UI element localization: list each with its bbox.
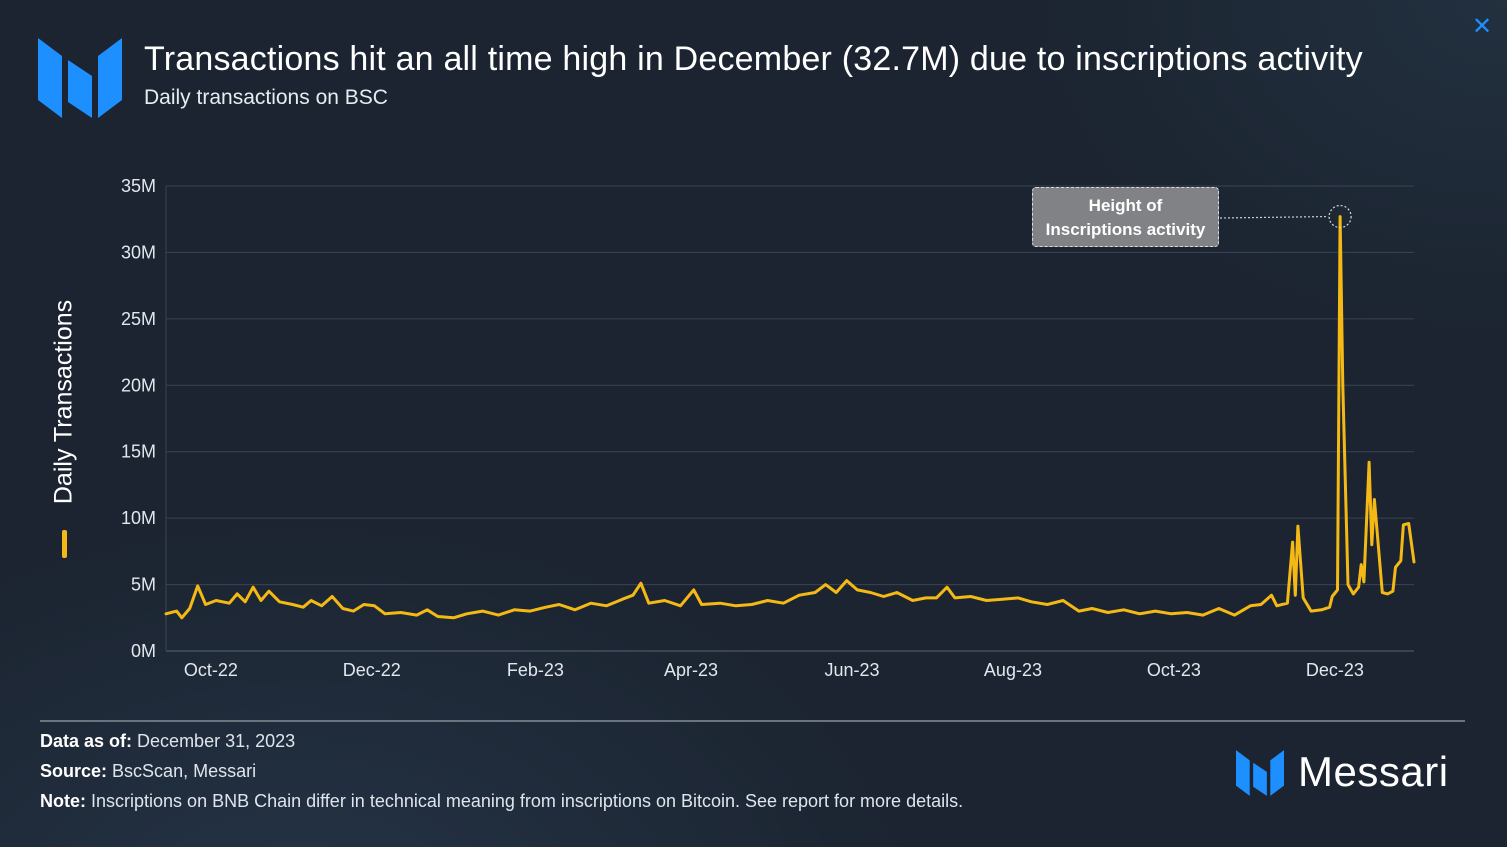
footer-note-value: Inscriptions on BNB Chain differ in tech… xyxy=(91,791,964,811)
divider xyxy=(40,720,1465,722)
y-tick-label: 5M xyxy=(131,575,156,595)
y-tick-label: 30M xyxy=(121,242,156,262)
annotation-box: Height of Inscriptions activity xyxy=(1032,187,1219,247)
y-tick-label: 20M xyxy=(121,375,156,395)
legend-swatch xyxy=(62,530,67,558)
x-tick-label: Oct-22 xyxy=(184,660,238,680)
footer-source: Source: BscScan, Messari xyxy=(40,761,256,782)
page-subtitle: Daily transactions on BSC xyxy=(144,86,388,109)
footer-note-label: Note: xyxy=(40,791,86,811)
series-line-daily-transactions xyxy=(164,215,1416,620)
footer-data-as-of-label: Data as of: xyxy=(40,731,133,751)
y-tick-label: 15M xyxy=(121,442,156,462)
footer-note: Note: Inscriptions on BNB Chain differ i… xyxy=(40,791,963,812)
footer-source-value: BscScan, Messari xyxy=(112,761,257,781)
line-chart: 0M 5M 10M 15M 20M 25M 30M 35M Oct-22 Dec-22 Feb-23… xyxy=(121,176,1416,680)
annotation-line-2: Inscriptions activity xyxy=(1045,220,1206,239)
close-icon[interactable]: ✕ xyxy=(1471,13,1493,40)
footer-source-label: Source: xyxy=(40,761,108,781)
x-tick-label: Dec-22 xyxy=(343,660,401,680)
y-tick-label: 35M xyxy=(121,176,156,196)
footer-data-as-of-value: December 31, 2023 xyxy=(137,731,296,751)
messari-logo-icon xyxy=(38,38,122,118)
messari-brand-icon xyxy=(1236,750,1284,796)
x-tick-label: Feb-23 xyxy=(507,660,564,680)
brand-logo: Messari xyxy=(1236,748,1476,800)
footer-data-as-of: Data as of: December 31, 2023 xyxy=(40,731,295,752)
annotation-connector xyxy=(1219,215,1329,219)
y-tick-label: 25M xyxy=(121,309,156,329)
x-tick-label: Apr-23 xyxy=(664,660,718,680)
x-tick-label: Jun-23 xyxy=(824,660,879,680)
y-tick-label: 10M xyxy=(121,508,156,528)
y-tick-label: 0M xyxy=(131,641,156,661)
annotation-marker xyxy=(1328,204,1352,229)
x-tick-label: Dec-23 xyxy=(1306,660,1364,680)
x-tick-label: Oct-23 xyxy=(1147,660,1201,680)
x-tick-label: Aug-23 xyxy=(984,660,1042,680)
brand-name: Messari xyxy=(1298,748,1449,795)
annotation-line-1: Height of xyxy=(1088,196,1163,215)
page-title: Transactions hit an all time high in Dec… xyxy=(144,40,1363,78)
